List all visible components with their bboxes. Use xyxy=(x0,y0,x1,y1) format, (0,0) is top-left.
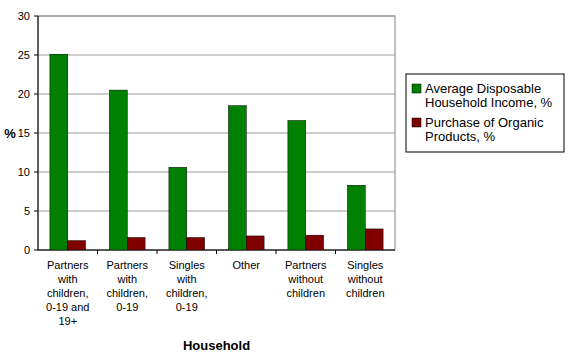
y-axis xyxy=(38,16,39,250)
bar xyxy=(127,238,145,250)
y-tick-label: 20 xyxy=(18,88,30,100)
y-tick xyxy=(34,250,38,251)
bar xyxy=(68,241,86,250)
y-tick-label: 0 xyxy=(24,244,30,256)
y-tick-label: 10 xyxy=(18,166,30,178)
bar xyxy=(365,229,383,250)
bar xyxy=(347,185,365,250)
x-tick-label: Singleswithchildren,0-19 xyxy=(166,259,208,313)
plot-area xyxy=(38,16,395,250)
y-tick xyxy=(34,16,38,17)
y-tick-label: 25 xyxy=(18,49,30,61)
x-tick-label: Singleswithoutchildren xyxy=(346,259,385,299)
x-tick-label: Partnerswithoutchildren xyxy=(285,259,327,299)
bar xyxy=(306,235,324,250)
bar xyxy=(246,236,264,250)
bar xyxy=(50,54,68,250)
bar xyxy=(228,106,246,250)
x-tick-label: Partnerswithchildren,0-19 and19+ xyxy=(46,259,89,327)
y-tick xyxy=(34,94,38,95)
x-tick-label: Partnerswithchildren,0-19 xyxy=(106,259,148,313)
grid-line xyxy=(38,211,395,212)
x-tick xyxy=(276,250,277,254)
x-tick xyxy=(216,250,217,254)
x-tick-label: Other xyxy=(232,259,260,271)
y-tick-label: 30 xyxy=(18,10,30,22)
x-tick xyxy=(335,250,336,254)
grid-line xyxy=(38,55,395,56)
grid-line xyxy=(38,94,395,95)
bar xyxy=(169,167,187,250)
bar xyxy=(288,121,306,250)
y-axis-label: % xyxy=(4,126,16,141)
legend-swatch xyxy=(412,118,421,127)
bars xyxy=(50,54,383,250)
grid-line xyxy=(38,172,395,173)
x-tick xyxy=(97,250,98,254)
x-axis-label: Household xyxy=(183,338,250,353)
legend-label: Average DisposableHousehold Income, % xyxy=(425,81,553,110)
y-tick-label: 15 xyxy=(18,127,30,139)
legend xyxy=(406,74,564,152)
y-tick xyxy=(34,133,38,134)
bar xyxy=(187,238,205,250)
x-tick xyxy=(157,250,158,254)
bar xyxy=(109,90,127,250)
y-tick xyxy=(34,211,38,212)
y-tick xyxy=(34,172,38,173)
grid-line xyxy=(38,133,395,134)
legend-swatch xyxy=(412,84,421,93)
legend-label: Purchase of OrganicProducts, % xyxy=(425,115,544,144)
y-tick xyxy=(34,55,38,56)
y-tick-label: 5 xyxy=(24,205,30,217)
grid-line xyxy=(38,16,395,17)
